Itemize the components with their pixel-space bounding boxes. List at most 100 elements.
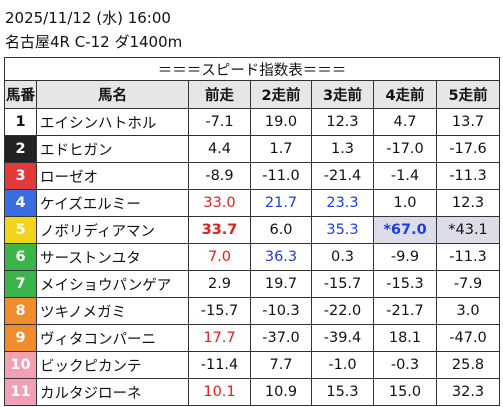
- horse-name: サーストンユタ: [36, 243, 189, 271]
- speed-index: -17.6: [435, 135, 501, 163]
- speed-index: 18.1: [373, 324, 437, 352]
- horse-row: 4 ケイズエルミー 33.0 21.7 23.3 1.0 12.3: [4, 189, 501, 217]
- column-header: 2走前: [250, 80, 312, 109]
- speed-index: 7.7: [250, 351, 312, 379]
- speed-index: -21.7: [373, 297, 437, 325]
- speed-index: 15.3: [311, 378, 374, 406]
- horse-row: 8 ツキノメガミ -15.7 -10.3 -22.0 -21.7 3.0: [4, 297, 501, 325]
- horse-name: エイシンハトホル: [36, 108, 189, 136]
- speed-index: 17.7: [188, 324, 251, 352]
- speed-index: -11.3: [435, 243, 501, 271]
- speed-index: 13.7: [435, 108, 501, 136]
- horse-name: ケイズエルミー: [36, 189, 189, 217]
- horse-number: 4: [4, 189, 37, 217]
- speed-index: 4.7: [373, 108, 437, 136]
- speed-index: -15.3: [373, 270, 437, 298]
- horse-number: 1: [4, 108, 37, 136]
- speed-index: *67.0: [373, 216, 437, 244]
- horse-number: 7: [4, 270, 37, 298]
- speed-table: ＝＝＝スピード指数表＝＝＝ 馬番 馬名 前走 2走前 3走前 4走前 5走前 1 エイシンハトホ…: [3, 57, 501, 406]
- speed-index: 4.4: [188, 135, 251, 163]
- speed-index: -1.0: [311, 351, 374, 379]
- speed-index: -10.3: [250, 297, 312, 325]
- table-body: ＝＝＝スピード指数表＝＝＝ 馬番 馬名 前走 2走前 3走前 4走前 5走前 1 エイシンハトホ…: [3, 57, 501, 406]
- speed-index: -39.4: [311, 324, 374, 352]
- speed-index: 21.7: [250, 189, 312, 217]
- title-row: ＝＝＝スピード指数表＝＝＝: [3, 57, 501, 81]
- horse-number: 6: [4, 243, 37, 271]
- horse-row: 1 エイシンハトホル -7.1 19.0 12.3 4.7 13.7: [4, 108, 501, 136]
- speed-index: 23.3: [311, 189, 374, 217]
- horse-number: 11: [4, 378, 37, 406]
- speed-index: -0.3: [373, 351, 437, 379]
- speed-index: 19.7: [250, 270, 312, 298]
- speed-index: -7.1: [188, 108, 251, 136]
- speed-index: -47.0: [435, 324, 501, 352]
- speed-index: -1.4: [373, 162, 437, 190]
- horse-number: 10: [4, 351, 37, 379]
- speed-index: 33.0: [188, 189, 251, 217]
- speed-index: 1.0: [373, 189, 437, 217]
- speed-index: 3.0: [435, 297, 501, 325]
- speed-index: 7.0: [188, 243, 251, 271]
- speed-index: -37.0: [250, 324, 312, 352]
- horse-name: エドヒガン: [36, 135, 189, 163]
- horse-number: 8: [4, 297, 37, 325]
- horse-number: 9: [4, 324, 37, 352]
- horse-row: 5 ノボリディアマン 33.7 6.0 35.3 *67.0 *43.1: [4, 216, 501, 244]
- horse-row: 2 エドヒガン 4.4 1.7 1.3 -17.0 -17.6: [4, 135, 501, 163]
- horse-name: ビックピカンテ: [36, 351, 189, 379]
- speed-index: -7.9: [435, 270, 501, 298]
- speed-index: -15.7: [311, 270, 374, 298]
- column-header: 馬番: [4, 80, 37, 109]
- horse-name: ヴィタコンパーニ: [36, 324, 189, 352]
- horse-number: 3: [4, 162, 37, 190]
- speed-index: 33.7: [188, 216, 251, 244]
- speed-index: -21.4: [311, 162, 374, 190]
- speed-index: *43.1: [435, 216, 501, 244]
- column-header: 4走前: [373, 80, 437, 109]
- speed-index: -11.0: [250, 162, 312, 190]
- speed-index: 12.3: [435, 189, 501, 217]
- horse-row: 11 カルタジローネ 10.1 10.9 15.3 15.0 32.3: [4, 378, 501, 406]
- speed-index: 35.3: [311, 216, 374, 244]
- speed-index: 6.0: [250, 216, 312, 244]
- horse-number: 5: [4, 216, 37, 244]
- speed-index: 32.3: [435, 378, 501, 406]
- speed-index: 12.3: [311, 108, 374, 136]
- speed-index: 19.0: [250, 108, 312, 136]
- speed-index: -22.0: [311, 297, 374, 325]
- speed-index: -8.9: [188, 162, 251, 190]
- header-row: 馬番 馬名 前走 2走前 3走前 4走前 5走前: [4, 80, 501, 109]
- column-header: 前走: [188, 80, 251, 109]
- horse-name: ノボリディアマン: [36, 216, 189, 244]
- horse-number: 2: [4, 135, 37, 163]
- race-datetime: 2025/11/12 (水) 16:00: [5, 9, 171, 27]
- race-info: 名古屋4R C-12 ダ1400m: [5, 33, 183, 51]
- speed-index: -9.9: [373, 243, 437, 271]
- horse-name: ローゼオ: [36, 162, 189, 190]
- speed-index: 25.8: [435, 351, 501, 379]
- horse-row: 3 ローゼオ -8.9 -11.0 -21.4 -1.4 -11.3: [4, 162, 501, 190]
- column-header: 5走前: [435, 80, 501, 109]
- horse-name: メイショウパンゲア: [36, 270, 189, 298]
- horse-row: 10 ビックピカンテ -11.4 7.7 -1.0 -0.3 25.8: [4, 351, 501, 379]
- column-header: 3走前: [311, 80, 374, 109]
- horse-name: カルタジローネ: [36, 378, 189, 406]
- speed-index: -11.3: [435, 162, 501, 190]
- horse-row: 7 メイショウパンゲア 2.9 19.7 -15.7 -15.3 -7.9: [4, 270, 501, 298]
- horse-name: ツキノメガミ: [36, 297, 189, 325]
- speed-index: -17.0: [373, 135, 437, 163]
- speed-index: 15.0: [373, 378, 437, 406]
- speed-index: 0.3: [311, 243, 374, 271]
- speed-index: 1.7: [250, 135, 312, 163]
- table-title: ＝＝＝スピード指数表＝＝＝: [3, 57, 501, 81]
- horse-row: 6 サーストンユタ 7.0 36.3 0.3 -9.9 -11.3: [4, 243, 501, 271]
- speed-index: 36.3: [250, 243, 312, 271]
- horse-row: 9 ヴィタコンパーニ 17.7 -37.0 -39.4 18.1 -47.0: [4, 324, 501, 352]
- speed-index: -15.7: [188, 297, 251, 325]
- speed-index: 1.3: [311, 135, 374, 163]
- speed-index: -11.4: [188, 351, 251, 379]
- speed-index: 2.9: [188, 270, 251, 298]
